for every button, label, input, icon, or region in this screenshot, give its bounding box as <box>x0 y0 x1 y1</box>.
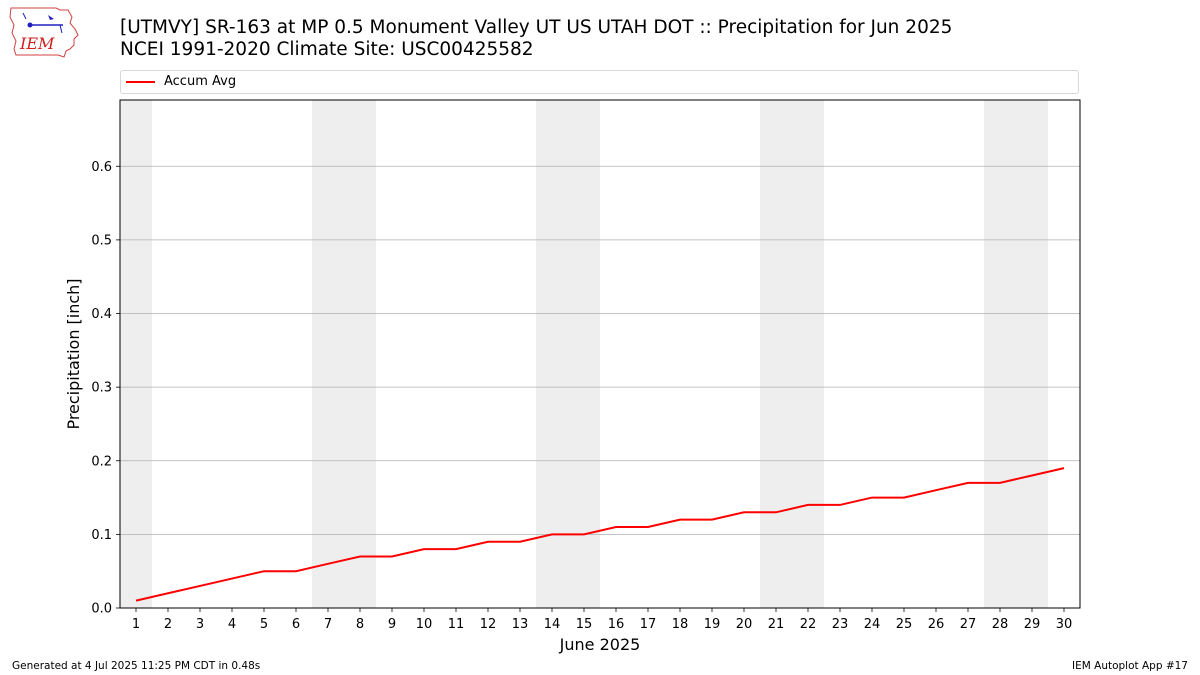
x-tick-label: 6 <box>292 617 300 632</box>
x-tick-label: 16 <box>608 617 625 632</box>
plot-frame <box>119 99 1081 609</box>
weekend-band <box>760 100 824 608</box>
x-tick-label: 18 <box>672 617 689 632</box>
x-tick-label: 4 <box>228 617 236 632</box>
x-tick-label: 19 <box>704 617 721 632</box>
title-line-1: [UTMVY] SR-163 at MP 0.5 Monument Valley… <box>120 17 953 38</box>
chart-title: [UTMVY] SR-163 at MP 0.5 Monument Valley… <box>120 17 952 61</box>
y-tick-label: 0.6 <box>91 160 112 175</box>
y-tick-label: 0.2 <box>91 454 112 469</box>
weekend-band <box>536 100 600 608</box>
legend-swatch-accum-avg <box>126 81 155 83</box>
x-tick-label: 12 <box>480 617 497 632</box>
y-tick-label: 0.0 <box>91 602 112 617</box>
y-tick-label: 0.3 <box>91 381 112 396</box>
y-tick-label: 0.4 <box>91 307 112 322</box>
generated-timestamp: Generated at 4 Jul 2025 11:25 PM CDT in … <box>12 660 261 672</box>
x-axis-label: June 2025 <box>559 635 641 654</box>
y-tick-label: 0.1 <box>91 528 112 543</box>
x-tick-label: 30 <box>1056 617 1073 632</box>
x-tick-label: 5 <box>260 617 268 632</box>
legend-label-accum-avg: Accum Avg <box>164 74 237 89</box>
x-tick-label: 22 <box>800 617 817 632</box>
series-line-accum-avg <box>135 467 1065 602</box>
x-tick-label: 9 <box>388 617 396 632</box>
x-tick-label: 1 <box>132 617 140 632</box>
weekend-band <box>312 100 376 608</box>
x-tick-label: 10 <box>416 617 433 632</box>
x-tick-label: 29 <box>1024 617 1041 632</box>
app-label: IEM Autoplot App #17 <box>1072 660 1188 672</box>
legend: Accum Avg <box>120 70 1079 94</box>
x-tick-label: 14 <box>544 617 561 632</box>
x-tick-label: 27 <box>960 617 977 632</box>
x-tick-label: 21 <box>768 617 785 632</box>
x-tick-label: 25 <box>896 617 913 632</box>
logo-text: IEM <box>19 34 55 53</box>
y-tick-label: 0.5 <box>91 233 112 248</box>
iem-logo: IEM <box>9 7 79 58</box>
x-tick-label: 3 <box>196 617 204 632</box>
x-tick-label: 13 <box>512 617 529 632</box>
x-tick-label: 28 <box>992 617 1009 632</box>
y-axis-label: Precipitation [inch] <box>64 278 83 429</box>
x-tick-label: 7 <box>324 617 332 632</box>
x-tick-label: 15 <box>576 617 593 632</box>
x-tick-label: 26 <box>928 617 945 632</box>
weekend-band <box>984 100 1048 608</box>
x-tick-label: 24 <box>864 617 881 632</box>
x-tick-label: 17 <box>640 617 657 632</box>
x-tick-label: 20 <box>736 617 753 632</box>
title-line-2: NCEI 1991-2020 Climate Site: USC00425582 <box>120 39 534 60</box>
x-tick-label: 11 <box>448 617 465 632</box>
weekend-band <box>120 100 152 608</box>
x-tick-label: 23 <box>832 617 849 632</box>
x-tick-label: 2 <box>164 617 172 632</box>
x-tick-label: 8 <box>356 617 364 632</box>
